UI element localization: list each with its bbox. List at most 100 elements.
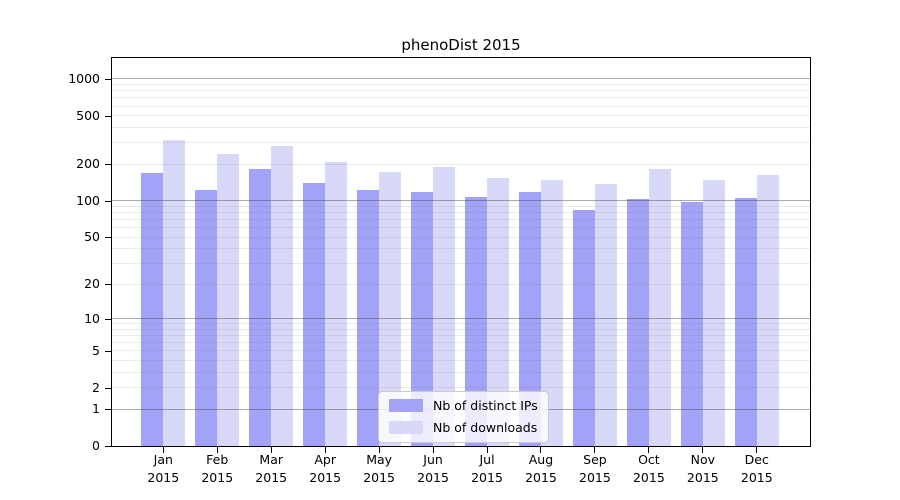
bar-distinct-ips-feb (195, 189, 218, 446)
legend-row-downloads: Nb of downloads (389, 420, 538, 435)
y-tick-500 (105, 115, 111, 117)
x-tick-year: 2015 (471, 469, 503, 485)
x-tick-year: 2015 (417, 469, 449, 485)
gridline-minor-7 (112, 335, 810, 337)
x-tick-month: Nov (690, 452, 716, 467)
legend-row-distinct-ips: Nb of distinct IPs (389, 398, 538, 413)
x-tick-label-jul: Jul 2015 (457, 451, 517, 486)
bars-layer (112, 58, 810, 446)
x-tick-label-jan: Jan 2015 (133, 451, 193, 486)
x-tick-month: May (366, 452, 393, 467)
gridline-minor-4 (112, 360, 810, 361)
bar-downloads-feb (217, 153, 240, 446)
bar-downloads-oct (648, 169, 671, 446)
y-tick-label-1000: 1000 (68, 70, 100, 86)
gridline-minor-200 (112, 163, 810, 165)
legend-swatch-downloads (389, 421, 423, 434)
y-tick-label-100: 100 (76, 192, 100, 208)
gridline-minor-80 (112, 212, 810, 214)
x-tick-sep (594, 447, 596, 453)
x-tick-label-oct: Oct 2015 (619, 451, 679, 486)
x-tick-year: 2015 (255, 469, 288, 485)
gridline-minor-90 (112, 205, 810, 207)
bar-distinct-ips-jan (141, 172, 164, 446)
y-tick-2 (105, 387, 111, 389)
gridline-minor-8 (112, 328, 810, 330)
gridline-minor-800 (112, 90, 810, 92)
gridline-minor-50 (112, 236, 810, 238)
x-tick-may (378, 447, 380, 453)
x-tick-month: Oct (638, 452, 660, 467)
x-tick-label-apr: Apr 2015 (295, 451, 355, 486)
gridline-minor-6 (112, 342, 810, 344)
bar-downloads-jan (163, 139, 186, 446)
x-tick-year: 2015 (525, 469, 557, 485)
y-tick-50 (105, 237, 111, 239)
y-tick-5 (105, 350, 111, 352)
x-tick-oct (648, 447, 650, 453)
x-tick-year: 2015 (201, 469, 234, 485)
gridline-minor-500 (112, 115, 810, 117)
bar-distinct-ips-jul (465, 196, 488, 446)
gridline-minor-20 (112, 283, 810, 285)
x-tick-label-jun: Jun 2015 (403, 451, 463, 486)
x-tick-month: Apr (314, 452, 336, 467)
gridline-minor-30 (112, 263, 810, 265)
x-tick-label-may: May 2015 (349, 451, 409, 486)
y-tick-200 (105, 164, 111, 166)
x-tick-month: Jan (153, 452, 173, 467)
x-tick-month: Mar (259, 452, 283, 467)
x-tick-label-aug: Aug 2015 (511, 451, 571, 486)
x-tick-month: Aug (528, 452, 554, 467)
x-tick-apr (324, 447, 326, 453)
y-tick-1 (105, 409, 111, 411)
x-tick-label-dec: Dec 2015 (727, 451, 787, 486)
gridline-minor-300 (112, 142, 810, 144)
gridline-minor-5 (112, 350, 810, 352)
bar-distinct-ips-jun (411, 192, 434, 446)
gridline-major-10 (112, 318, 810, 320)
y-tick-100 (105, 200, 111, 202)
x-tick-month: Sep (583, 452, 607, 467)
gridline-minor-900 (112, 84, 810, 86)
bar-distinct-ips-may (357, 189, 380, 446)
y-tick-label-200: 200 (76, 156, 100, 172)
x-tick-month: Jul (479, 452, 495, 467)
y-tick-label-2: 2 (92, 379, 100, 395)
legend: Nb of distinct IPs Nb of downloads (378, 391, 549, 443)
bar-downloads-apr (325, 161, 348, 446)
y-tick-label-500: 500 (76, 107, 100, 123)
chart-title: phenoDist 2015 (401, 36, 521, 54)
x-tick-feb (216, 447, 218, 453)
y-tick-label-1: 1 (92, 401, 100, 417)
gridline-minor-600 (112, 105, 810, 107)
gridline-minor-9 (112, 323, 810, 325)
x-tick-aug (540, 447, 542, 453)
bar-distinct-ips-mar (249, 168, 272, 446)
x-tick-label-mar: Mar 2015 (241, 451, 301, 486)
legend-label-downloads: Nb of downloads (433, 420, 538, 435)
bar-downloads-dec (756, 174, 779, 446)
x-tick-year: 2015 (363, 469, 396, 485)
grid-layer (112, 58, 810, 446)
bar-downloads-aug (540, 179, 563, 446)
gridline-minor-400 (112, 127, 810, 129)
gridline-minor-700 (112, 97, 810, 99)
legend-swatch-distinct-ips (389, 399, 423, 412)
x-tick-year: 2015 (632, 469, 665, 485)
legend-label-distinct-ips: Nb of distinct IPs (433, 398, 538, 413)
x-tick-dec (756, 447, 758, 453)
y-tick-label-0: 0 (92, 438, 100, 453)
x-tick-year: 2015 (686, 469, 719, 485)
y-tick-10 (105, 318, 111, 320)
gridline-minor-70 (112, 219, 810, 221)
bar-downloads-jun (433, 167, 456, 446)
bar-downloads-mar (271, 145, 294, 446)
x-tick-nov (702, 447, 704, 453)
x-tick-jul (486, 447, 488, 453)
x-tick-month: Jun (423, 452, 443, 467)
bar-downloads-nov (702, 180, 725, 446)
y-tick-label-50: 50 (84, 229, 100, 245)
y-tick-1000 (105, 78, 111, 80)
